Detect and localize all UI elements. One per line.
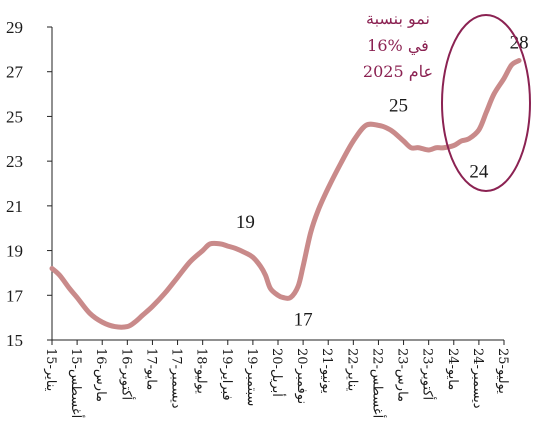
- growth-callout: نمو بنسبة 16% في عام 2025: [363, 9, 531, 192]
- y-tick-label: 17: [6, 286, 24, 305]
- x-tick-label: ديسمبر-24: [470, 348, 485, 409]
- y-tick-label: 15: [6, 331, 23, 350]
- x-tick-label: يوليو-18: [194, 348, 209, 394]
- x-tick-label: أغسطس-22: [369, 348, 386, 418]
- x-tick-label: مايو-24: [445, 348, 460, 390]
- highlight-ellipse: [441, 14, 531, 192]
- x-tick-label: سبتمبر-19: [244, 348, 259, 406]
- x-tick-label: أبريل-20: [269, 348, 286, 397]
- x-tick-label: مارس-23: [395, 348, 410, 402]
- x-tick-label: يناير-15: [43, 348, 58, 392]
- callout-line-2: 16% في: [367, 36, 429, 55]
- x-tick-label: مارس-16: [93, 348, 108, 402]
- data-label-19: 19: [236, 212, 255, 233]
- callout-line-3: عام 2025: [363, 62, 433, 81]
- x-axis: يناير-15 أغسطس-15 مارس-16 أكتوبر-16 مايو-17 د…: [43, 339, 510, 418]
- y-tick-label: 21: [6, 197, 23, 216]
- series-line: [49, 58, 522, 330]
- x-tick-label: ديسمبر-17: [169, 348, 184, 409]
- x-tick-label: نوفمبر-20: [294, 348, 309, 404]
- y-tick-label: 19: [6, 242, 23, 261]
- x-tick-label: يونيو-21: [319, 348, 334, 394]
- y-tick-label: 29: [6, 18, 23, 37]
- y-axis: 29 27 25 23 21 19 17 15: [6, 18, 53, 350]
- y-tick-label: 25: [6, 107, 23, 126]
- data-label-24: 24: [469, 162, 489, 183]
- x-tick-label: مايو-17: [143, 348, 158, 390]
- data-label-17: 17: [294, 310, 313, 331]
- x-tick-label: يوليو-25: [495, 348, 510, 394]
- data-label-25: 25: [389, 95, 408, 116]
- y-tick-label: 23: [6, 152, 23, 171]
- y-tick-label: 27: [6, 63, 24, 82]
- series-layer: [49, 58, 522, 330]
- x-tick-label: أغسطس-15: [68, 348, 85, 418]
- callout-line-1: نمو بنسبة: [366, 9, 430, 28]
- x-tick-label: يناير-22: [344, 348, 359, 392]
- x-tick-label: فبراير-19: [219, 348, 234, 401]
- x-tick-label: أكتوبر-23: [420, 348, 437, 400]
- x-tick-label: أكتوبر-16: [118, 348, 135, 400]
